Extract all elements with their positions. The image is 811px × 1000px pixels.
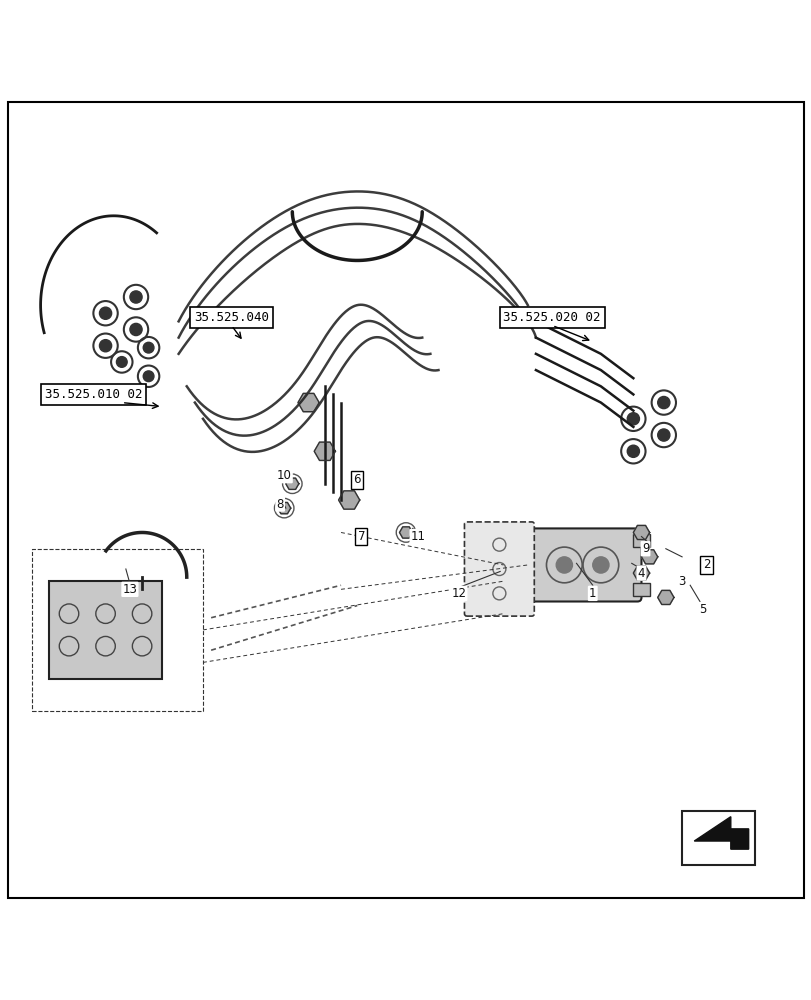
Circle shape — [116, 357, 127, 367]
Polygon shape — [633, 525, 649, 540]
Circle shape — [556, 557, 572, 573]
Text: 8: 8 — [276, 498, 284, 511]
Circle shape — [592, 557, 608, 573]
Text: 4: 4 — [637, 567, 645, 580]
Text: 9: 9 — [641, 542, 649, 555]
Text: 35.525.010 02: 35.525.010 02 — [45, 388, 142, 401]
Text: 11: 11 — [410, 530, 425, 543]
Bar — [49, 581, 162, 679]
Text: 35.525.040: 35.525.040 — [194, 311, 268, 324]
Text: 7: 7 — [357, 530, 365, 543]
Circle shape — [657, 429, 669, 441]
Polygon shape — [657, 590, 673, 604]
Circle shape — [626, 445, 639, 457]
Circle shape — [130, 291, 142, 303]
Text: 6: 6 — [353, 473, 361, 486]
Circle shape — [626, 413, 639, 425]
Polygon shape — [298, 393, 319, 412]
Text: 3: 3 — [677, 575, 685, 588]
FancyBboxPatch shape — [464, 522, 534, 616]
Circle shape — [99, 307, 112, 319]
Text: 10: 10 — [277, 469, 291, 482]
Circle shape — [143, 371, 154, 382]
Text: 13: 13 — [122, 583, 137, 596]
Circle shape — [130, 323, 142, 336]
Polygon shape — [641, 550, 657, 564]
Bar — [633, 583, 649, 596]
Text: 12: 12 — [451, 587, 466, 600]
Polygon shape — [314, 442, 335, 460]
Text: 1: 1 — [588, 587, 596, 600]
Polygon shape — [693, 817, 748, 849]
Text: 5: 5 — [697, 603, 706, 616]
Circle shape — [657, 396, 669, 409]
Polygon shape — [633, 566, 649, 580]
FancyBboxPatch shape — [527, 528, 641, 601]
Text: 35.525.020 02: 35.525.020 02 — [503, 311, 600, 324]
Text: 2: 2 — [702, 558, 710, 571]
Polygon shape — [399, 527, 412, 538]
Circle shape — [143, 342, 154, 353]
Bar — [633, 534, 649, 547]
Bar — [32, 549, 203, 711]
Polygon shape — [277, 502, 290, 514]
Polygon shape — [285, 478, 298, 489]
Bar — [681, 811, 754, 865]
Circle shape — [99, 340, 112, 352]
Polygon shape — [338, 491, 359, 509]
